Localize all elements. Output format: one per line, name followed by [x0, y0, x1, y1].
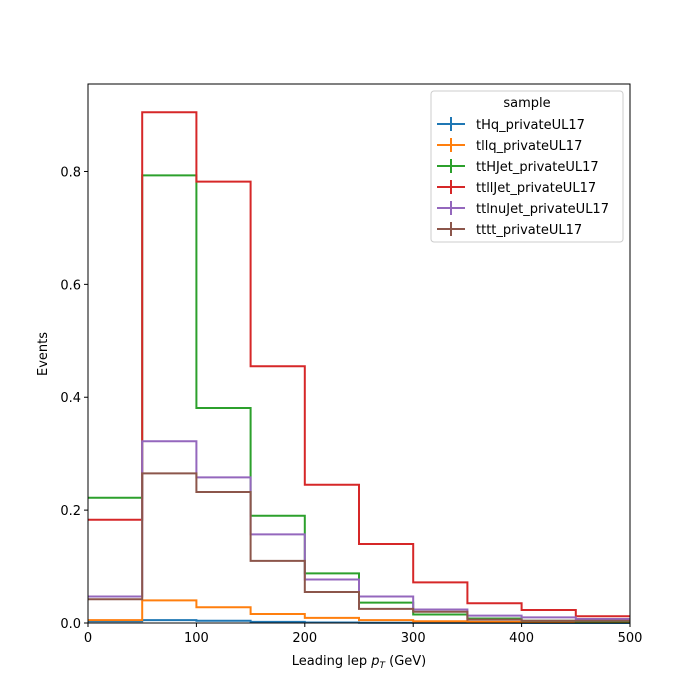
series-line-tllq_privateUL17 — [88, 599, 630, 624]
legend-title: sample — [503, 96, 550, 111]
legend-entry-tttt_privateUL17: tttt_privateUL17 — [437, 222, 582, 238]
legend-label: ttllJet_privateUL17 — [476, 181, 596, 196]
series-layer — [88, 111, 630, 624]
y-tick-label: 0.0 — [60, 617, 81, 632]
y-tick-label: 0.8 — [60, 165, 81, 180]
x-tick-label: 300 — [401, 631, 426, 646]
x-axis-label-symbol: p — [370, 654, 379, 669]
legend-label: ttHJet_privateUL17 — [476, 160, 599, 175]
legend-label: tHq_privateUL17 — [476, 118, 585, 133]
x-axis-label-subscript: T — [379, 661, 386, 671]
legend: sample tHq_privateUL17 tllq_privateUL17tt… — [430, 90, 624, 243]
x-tick-label: 200 — [292, 631, 317, 646]
y-tick-label: 0.6 — [60, 278, 81, 293]
x-tick-label: 0 — [84, 631, 92, 646]
y-tick-label: 0.4 — [60, 391, 81, 406]
y-axis: 0.0 0.2 0.4 0.6 0.8 — [60, 165, 88, 632]
x-axis: 0 100 200 300 400 500 — [84, 623, 643, 646]
plot-frame — [87, 83, 631, 624]
legend-entry-ttHJet_privateUL17: ttHJet_privateUL17 — [437, 159, 599, 175]
legend-entry-ttllJet_privateUL17: ttllJet_privateUL17 — [437, 180, 596, 196]
legend-entry-tHq_privateUL17: tHq_privateUL17 — [437, 117, 585, 133]
y-axis-label: Events — [36, 332, 51, 376]
x-tick-label: 400 — [509, 631, 534, 646]
legend-box — [430, 90, 624, 243]
series-line-tttt_privateUL17 — [88, 472, 630, 622]
legend-label: ttlnuJet_privateUL17 — [476, 202, 609, 217]
x-axis-label: Leading lep pT (GeV) — [292, 654, 426, 671]
x-axis-label-unit: (GeV) — [385, 654, 426, 669]
x-tick-label: 100 — [184, 631, 209, 646]
legend-entry-ttlnuJet_privateUL17: ttlnuJet_privateUL17 — [437, 201, 609, 217]
x-tick-label: 500 — [618, 631, 643, 646]
legend-entry-tllq_privateUL17: tllq_privateUL17 — [437, 138, 582, 154]
y-tick-label: 0.2 — [60, 504, 81, 519]
series-line-ttlnuJet_privateUL17 — [88, 440, 630, 621]
legend-label: tllq_privateUL17 — [476, 139, 582, 154]
legend-entries: tHq_privateUL17 tllq_privateUL17 ttHJet_pr… — [437, 117, 609, 238]
legend-label: tttt_privateUL17 — [476, 223, 582, 238]
x-axis-label-main: Leading lep — [292, 654, 371, 669]
series-line-ttllJet_privateUL17 — [88, 111, 630, 618]
